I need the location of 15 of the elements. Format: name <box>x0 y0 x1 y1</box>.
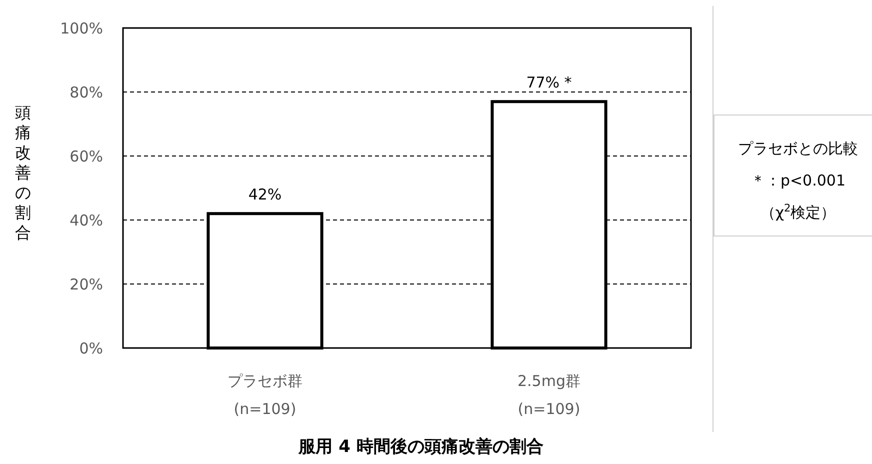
text: プラセボとの比較 <box>738 139 858 158</box>
text: （χ$^{2}$検定） <box>760 202 836 222</box>
y-tick-label: 0% <box>79 339 103 358</box>
y-tick-label: 20% <box>70 275 103 294</box>
text: 服用 4 時間後の頭痛改善の割合 <box>298 436 544 457</box>
x-tick-label: 2.5mg群 (n=109) <box>518 372 580 418</box>
data-label: 42% <box>248 186 282 204</box>
y-tick-label: 100% <box>60 19 103 38</box>
x-tick-label: プラセボ群 (n=109) <box>228 372 302 418</box>
data-label: 77% * <box>526 74 572 92</box>
y-tick-label: 80% <box>70 83 103 102</box>
text: ＊：p<0.001 <box>750 171 846 190</box>
y-axis-title: 頭痛改善の割合 <box>15 103 31 242</box>
y-tick-label: 60% <box>70 147 103 166</box>
y-tick-label: 40% <box>70 211 103 230</box>
